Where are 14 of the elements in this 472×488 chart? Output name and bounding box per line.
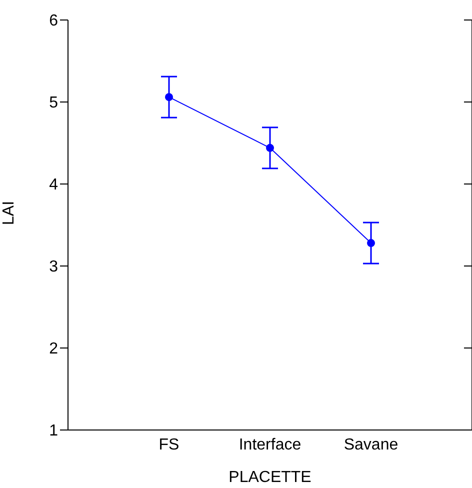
y-tick-label: 2 <box>49 340 58 358</box>
y-tick-label: 1 <box>49 422 58 440</box>
point <box>165 93 173 102</box>
y-axis-title: LAI <box>0 200 18 225</box>
x-axis-title: PLACETTE <box>228 469 312 486</box>
y-tick-label: 4 <box>49 176 58 194</box>
y-tick-label: 3 <box>49 258 58 276</box>
x-tick-label: FS <box>158 436 180 454</box>
point <box>266 144 274 152</box>
x-tick-label: Interface <box>238 436 302 454</box>
point <box>367 239 375 248</box>
y-tick-label: 6 <box>49 12 58 30</box>
y-tick-label: 5 <box>49 94 58 112</box>
x-tick-label: Savane <box>344 436 398 454</box>
